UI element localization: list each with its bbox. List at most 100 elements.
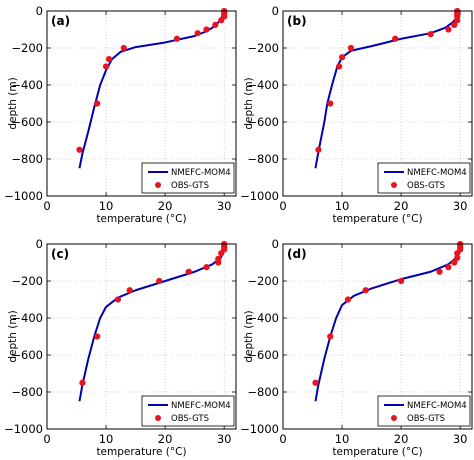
- obs-gts-point: [102, 63, 110, 70]
- obs-gts-point: [436, 268, 443, 275]
- y-tick-label: −400: [247, 78, 279, 92]
- obs-gts-point: [454, 254, 461, 261]
- obs-gts-point: [185, 268, 192, 275]
- obs-gts-point: [194, 30, 201, 37]
- legend-label-nmefc-mom4: NMEFC-MOM4: [171, 401, 231, 411]
- y-tick-label: 0: [36, 237, 43, 251]
- y-tick-label: −200: [247, 41, 279, 55]
- obs-gts-point: [94, 100, 101, 107]
- obs-gts-point: [344, 296, 352, 303]
- obs-gts-point: [76, 146, 83, 153]
- y-axis-label: depth (m): [243, 310, 255, 362]
- panel-0: 0 10 20 30 0 −200 −400 −600 −800 −1000 temperature…: [4, 4, 237, 225]
- obs-gts-point: [347, 44, 355, 52]
- legend-label-obs-gts: OBS-GTS: [171, 181, 209, 191]
- y-tick-label: −800: [11, 152, 43, 166]
- legend-marker-swatch: [155, 415, 161, 421]
- y-tick-label: −1000: [4, 189, 43, 203]
- panel-1: 0 10 20 30 0 −200 −400 −600 −800 −1000 temperature…: [240, 4, 473, 225]
- legend: NMEFC-MOM4 OBS-GTS: [141, 162, 235, 194]
- obs-gts-point: [451, 21, 458, 28]
- x-tick-label: 0: [279, 432, 286, 446]
- obs-gts-point: [105, 56, 113, 63]
- obs-gts-point: [212, 21, 219, 28]
- y-tick-label: −1000: [240, 189, 279, 203]
- panel-label: (b): [287, 14, 307, 28]
- legend-label-obs-gts: OBS-GTS: [171, 414, 209, 424]
- obs-gts-point: [362, 287, 369, 294]
- obs-gts-point: [338, 54, 346, 61]
- legend: NMEFC-MOM4 OBS-GTS: [141, 395, 235, 427]
- legend-label-nmefc-mom4: NMEFC-MOM4: [171, 168, 231, 178]
- y-tick-label: −1000: [240, 422, 279, 436]
- legend-marker-swatch: [391, 415, 397, 421]
- x-tick-label: 10: [99, 432, 114, 446]
- obs-gts-point: [203, 264, 210, 271]
- axes-frame: [282, 10, 473, 197]
- x-axis-label: temperature (°C): [96, 446, 186, 458]
- obs-gts-point: [215, 255, 222, 262]
- obs-gts-point: [94, 333, 101, 340]
- y-tick-label: −400: [11, 311, 43, 325]
- panel-label: (a): [51, 14, 70, 28]
- y-tick-label: −800: [11, 385, 43, 399]
- obs-gts-point: [173, 35, 181, 42]
- x-tick-label: 20: [158, 199, 173, 213]
- y-tick-label: −800: [247, 152, 279, 166]
- obs-gts-point: [327, 333, 334, 340]
- obs-gts-point: [327, 100, 334, 107]
- obs-gts-point: [398, 277, 405, 285]
- x-axis-label: temperature (°C): [96, 213, 186, 225]
- x-tick-label: 20: [158, 432, 173, 446]
- y-tick-label: −600: [247, 115, 279, 129]
- legend-box: [141, 162, 235, 194]
- y-axis-label: depth (m): [7, 77, 19, 129]
- obs-gts-point: [315, 146, 322, 153]
- x-tick-label: 10: [99, 199, 114, 213]
- legend-label-obs-gts: OBS-GTS: [407, 414, 445, 424]
- x-tick-label: 30: [453, 199, 468, 213]
- obs-gts-point: [156, 277, 163, 285]
- y-tick-label: 0: [272, 4, 279, 18]
- y-tick-label: −200: [247, 274, 279, 288]
- axes-frame: [282, 243, 473, 430]
- x-tick-label: 0: [279, 199, 286, 213]
- y-tick-label: 0: [272, 237, 279, 251]
- legend-box: [377, 162, 471, 194]
- x-tick-label: 20: [394, 199, 409, 213]
- obs-gts-point: [312, 379, 319, 386]
- legend-marker-swatch: [391, 182, 397, 188]
- x-tick-label: 30: [217, 199, 232, 213]
- legend: NMEFC-MOM4 OBS-GTS: [377, 162, 471, 194]
- x-tick-label: 20: [394, 432, 409, 446]
- obs-gts-point: [203, 26, 210, 33]
- x-tick-label: 10: [335, 432, 350, 446]
- x-tick-label: 30: [453, 432, 468, 446]
- legend: NMEFC-MOM4 OBS-GTS: [377, 395, 471, 427]
- panel-3: 0 10 20 30 0 −200 −400 −600 −800 −1000 temperature…: [240, 237, 473, 458]
- y-tick-label: 0: [36, 4, 43, 18]
- y-tick-label: −400: [11, 78, 43, 92]
- obs-gts-point: [427, 31, 434, 38]
- x-tick-label: 30: [217, 432, 232, 446]
- obs-gts-point: [451, 259, 458, 266]
- y-axis-label: depth (m): [7, 310, 19, 362]
- y-tick-label: −200: [11, 274, 43, 288]
- x-tick-label: 0: [43, 432, 50, 446]
- obs-gts-point: [114, 296, 121, 303]
- y-tick-label: −600: [247, 348, 279, 362]
- panel-2: 0 10 20 30 0 −200 −400 −600 −800 −1000 temperature…: [4, 237, 237, 458]
- panel-label: (c): [51, 247, 69, 261]
- y-tick-label: −600: [11, 348, 43, 362]
- legend-box: [141, 395, 235, 427]
- obs-gts-point: [336, 63, 343, 70]
- obs-gts-point: [126, 287, 133, 294]
- x-tick-label: 10: [335, 199, 350, 213]
- y-tick-label: −400: [247, 311, 279, 325]
- y-tick-label: −200: [11, 41, 43, 55]
- y-tick-label: −800: [247, 385, 279, 399]
- x-tick-label: 0: [43, 199, 50, 213]
- y-axis-label: depth (m): [243, 77, 255, 129]
- obs-gts-point: [445, 264, 452, 271]
